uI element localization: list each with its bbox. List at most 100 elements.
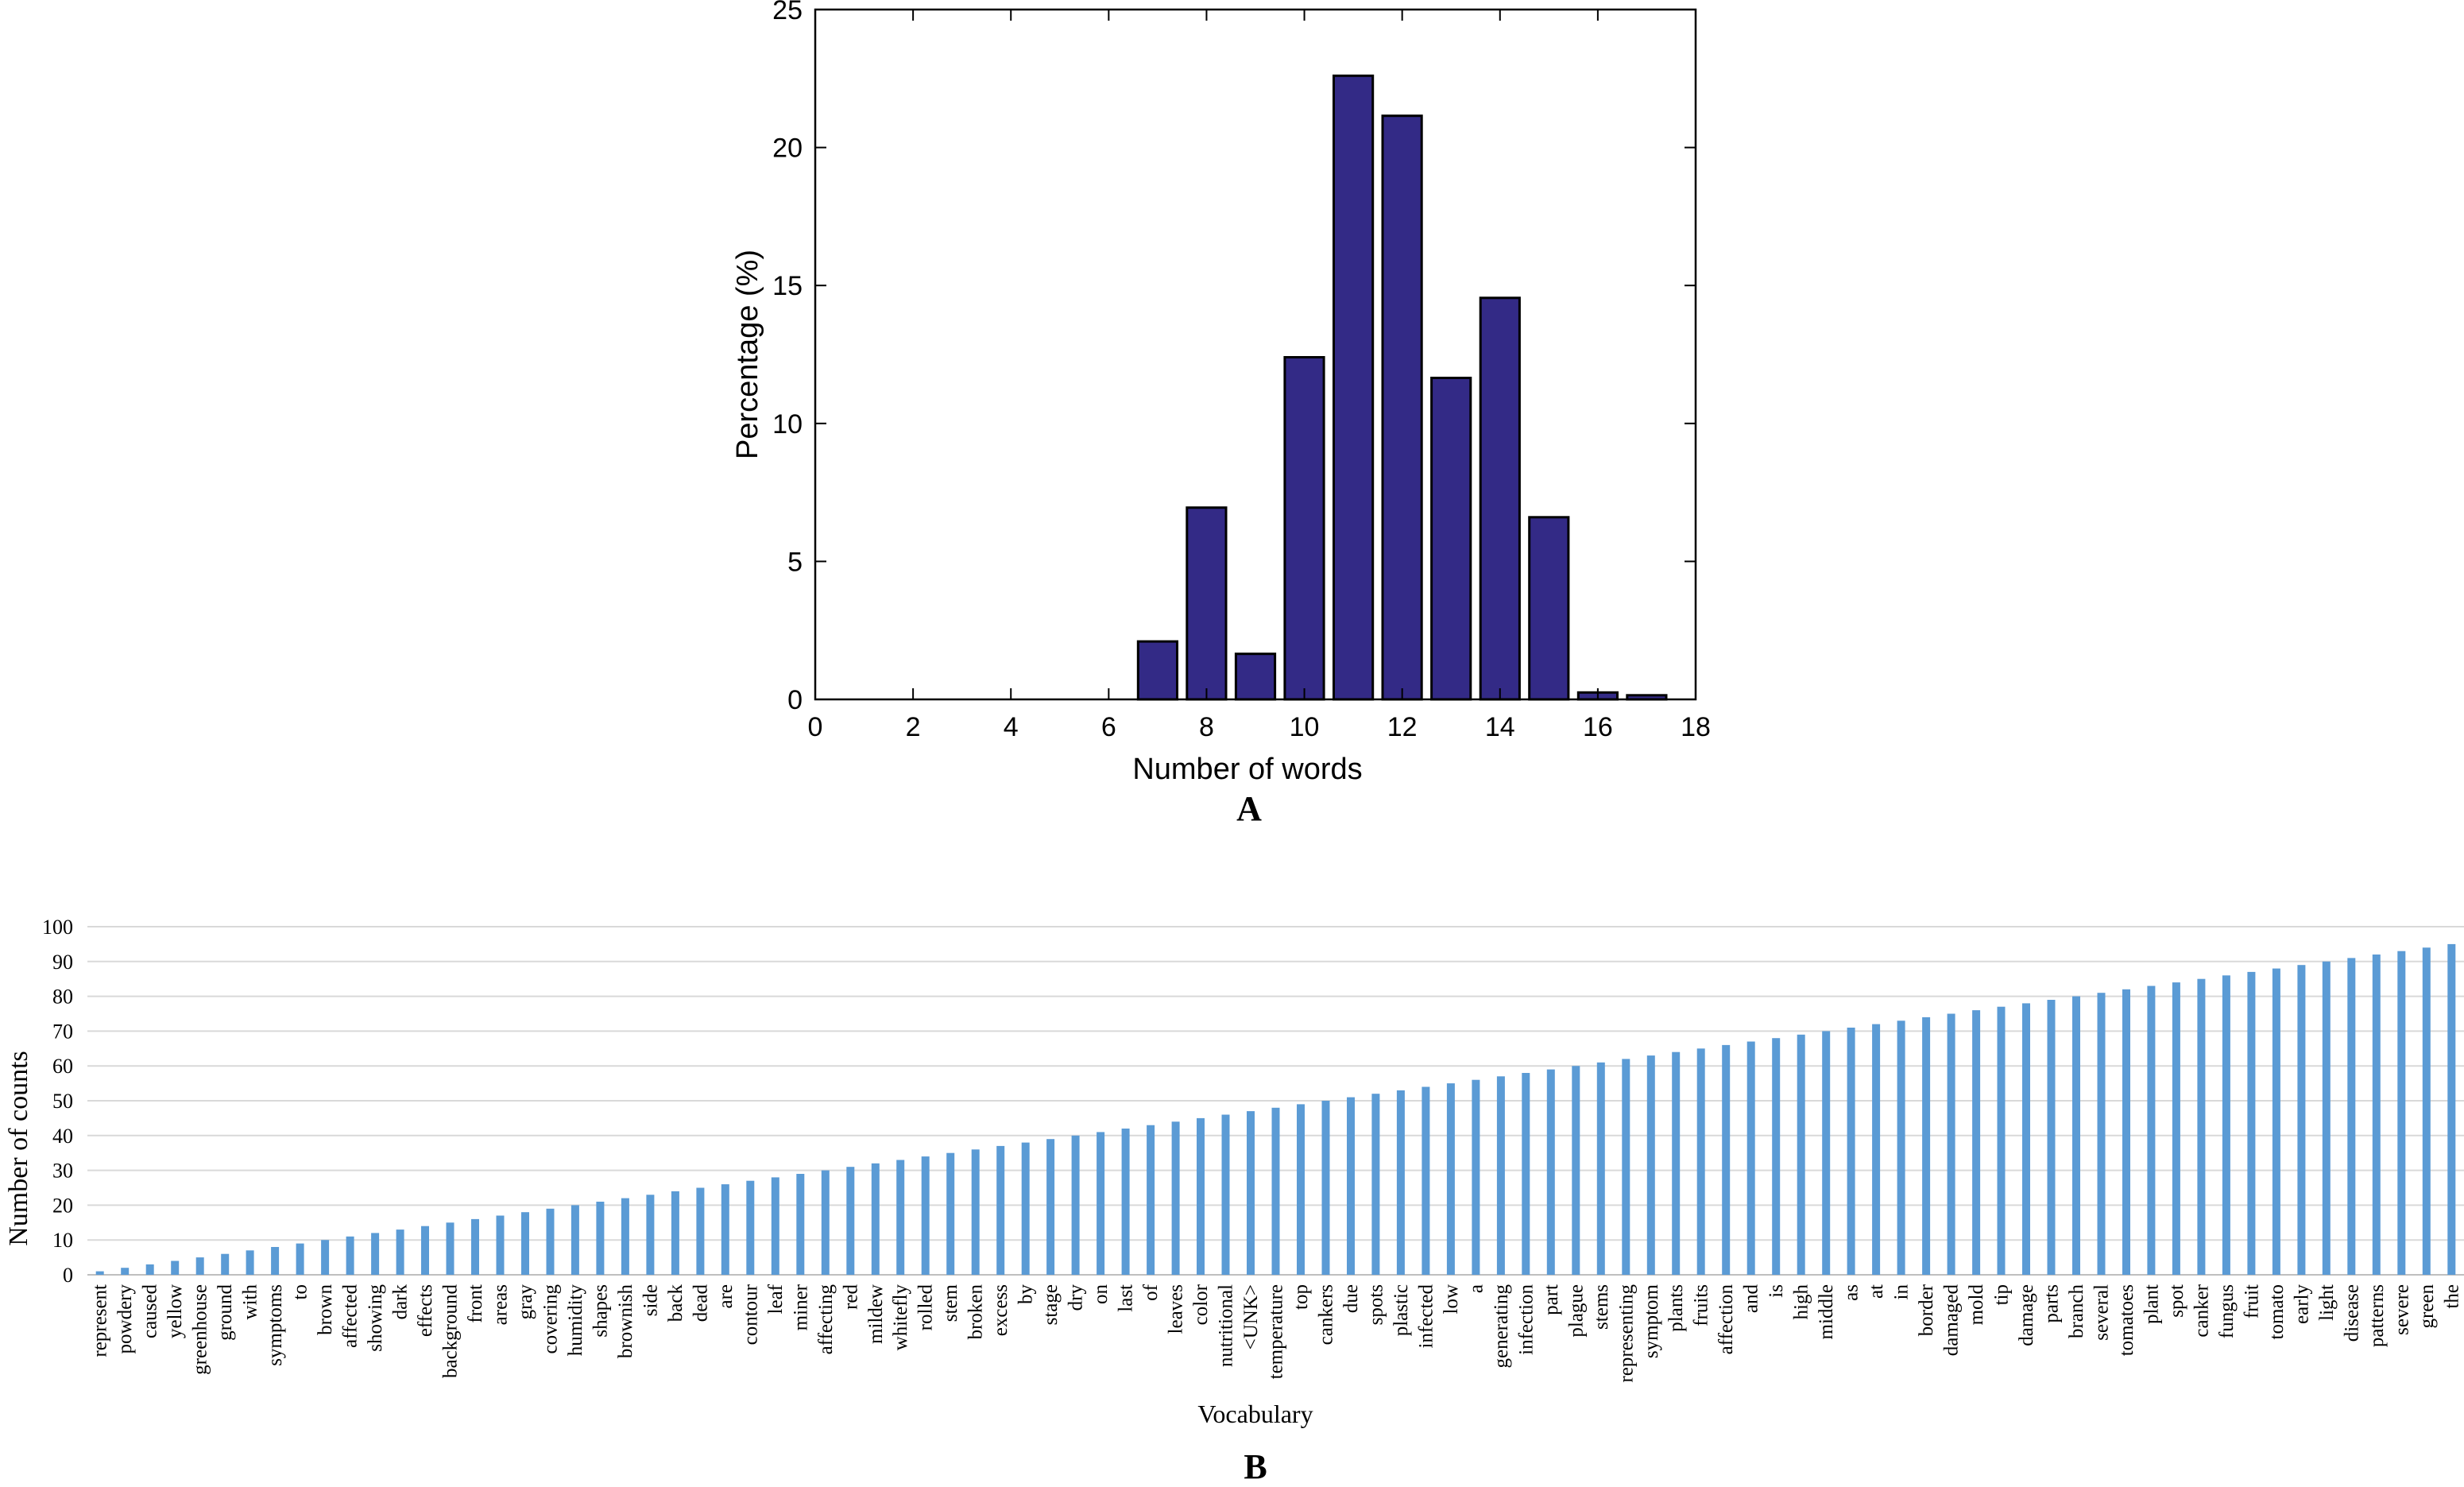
chart-b-ytick-label: 30: [52, 1160, 73, 1183]
chart-b-bar-10: [346, 1236, 354, 1275]
chart-a-xtick-label: 10: [1290, 712, 1320, 742]
chart-b-bar-25: [721, 1184, 729, 1275]
chart-b-category-label: fruits: [1691, 1284, 1712, 1326]
chart-b-category-label: gray: [515, 1284, 536, 1320]
chart-b-category-label: disease: [2341, 1284, 2362, 1342]
chart-a-xtick-label: 16: [1583, 712, 1613, 742]
chart-b-category-label: powdery: [114, 1284, 136, 1354]
chart-b-category-label: due: [1340, 1284, 1362, 1313]
chart-a-axes-box: [814, 8, 1697, 701]
chart-b-category-label: temperature: [1266, 1284, 1287, 1379]
chart-b-category-label: high: [1791, 1284, 1812, 1320]
chart-b-category-label: and: [1741, 1284, 1762, 1314]
chart-b-ytick-label: 0: [63, 1264, 73, 1287]
chart-b-category-label: spot: [2166, 1284, 2187, 1318]
chart-b-bar-87: [2272, 968, 2280, 1275]
chart-b-category-label: ground: [215, 1284, 236, 1341]
chart-b-category-label: dry: [1066, 1284, 1087, 1311]
chart-a-ytick-label: 0: [787, 685, 803, 715]
chart-b-bar-9: [321, 1240, 330, 1275]
chart-b-category-label: plague: [1565, 1284, 1587, 1338]
chart-a-ytick-label: 10: [772, 409, 803, 440]
chart-a-bar-14: [1479, 296, 1521, 701]
chart-b-bar-59: [1572, 1066, 1580, 1275]
chart-b-bar-39: [1071, 1135, 1080, 1275]
chart-b-bar-36: [996, 1145, 1005, 1275]
chart-b-bar-43: [1171, 1121, 1180, 1275]
chart-b-ytick-label: 40: [52, 1125, 73, 1148]
chart-b-bar-91: [2372, 955, 2381, 1275]
chart-b-bar-24: [696, 1187, 705, 1275]
chart-b-category-label: tomato: [2266, 1284, 2288, 1339]
chart-b-category-label: in: [1891, 1284, 1913, 1300]
chart-b-category-label: color: [1190, 1284, 1212, 1325]
chart-b-category-label: patterns: [2366, 1284, 2388, 1347]
chart-b-bar-86: [2247, 971, 2256, 1275]
chart-a-bar-9: [1234, 652, 1277, 701]
chart-b-panel-label: B: [1244, 1447, 1267, 1486]
chart-b-category-label: generating: [1491, 1284, 1512, 1369]
chart-b-category-label: showing: [365, 1284, 386, 1352]
chart-b-ytick-label: 20: [52, 1194, 73, 1217]
chart-b-bar-89: [2322, 961, 2331, 1275]
chart-a-bar-13: [1430, 377, 1472, 701]
chart-b-category-label: with: [240, 1284, 261, 1320]
chart-b-category-label: parts: [2041, 1284, 2063, 1323]
chart-b-category-label: fungus: [2216, 1284, 2238, 1338]
chart-b-category-label: part: [1541, 1284, 1562, 1315]
chart-a-bar-12: [1381, 114, 1423, 701]
chart-b-bar-58: [1546, 1069, 1555, 1275]
chart-b-bar-55: [1472, 1079, 1480, 1275]
chart-a-xtick-label: 12: [1387, 712, 1418, 742]
chart-b-bar-54: [1446, 1083, 1455, 1275]
chart-b-bar-83: [2172, 982, 2180, 1275]
chart-b-bar-27: [771, 1177, 779, 1275]
chart-b-category-label: effects: [415, 1284, 436, 1337]
chart-b-bar-11: [371, 1233, 380, 1275]
chart-a-xtick-label: 8: [1199, 712, 1214, 742]
chart-b-bar-32: [896, 1160, 905, 1275]
chart-b-ytick-label: 10: [52, 1229, 73, 1252]
chart-b-category-label: damage: [2016, 1284, 2037, 1346]
chart-b-bar-60: [1596, 1062, 1605, 1275]
chart-b-bar-23: [671, 1191, 679, 1275]
chart-a-bar-8: [1186, 506, 1228, 701]
chart-b-bar-14: [446, 1222, 455, 1275]
chart-b-bar-7: [271, 1247, 280, 1275]
chart-b-bar-80: [2097, 993, 2106, 1275]
chart-b-bar-46: [1247, 1111, 1255, 1275]
chart-b-category-label: branch: [2066, 1284, 2087, 1339]
chart-b-bar-76: [1997, 1006, 2006, 1275]
chart-b-category-label: damaged: [1941, 1284, 1963, 1357]
chart-b-category-label: covering: [540, 1284, 562, 1354]
chart-b-category-label: at: [1866, 1284, 1887, 1299]
chart-b-bar-44: [1197, 1117, 1205, 1275]
chart-b-category-label: green: [2416, 1284, 2438, 1329]
chart-b-category-label: areas: [490, 1284, 512, 1325]
chart-b-bar-71: [1872, 1024, 1881, 1275]
chart-b-category-label: background: [440, 1284, 462, 1379]
chart-b-category-label: top: [1290, 1284, 1312, 1310]
chart-b-bar-74: [1947, 1013, 1955, 1275]
chart-b-bar-47: [1271, 1107, 1280, 1275]
chart-b-category-label: by: [1015, 1284, 1037, 1305]
chart-a-xtick-label: 4: [1004, 712, 1019, 742]
chart-b-bar-81: [2122, 989, 2130, 1275]
chart-a-ytick-label: 5: [787, 547, 803, 577]
chart-b-bar-4: [195, 1257, 204, 1275]
chart-b-bar-48: [1297, 1104, 1305, 1275]
chart-a-xtick-label: 0: [808, 712, 823, 742]
chart-b-bar-0: [95, 1271, 104, 1275]
chart-b-category-label: brown: [315, 1284, 336, 1335]
chart-b-category-label: affection: [1716, 1284, 1737, 1355]
chart-b-bar-68: [1797, 1034, 1805, 1275]
chart-b-bar-18: [546, 1208, 555, 1275]
chart-b-bar-20: [596, 1202, 605, 1275]
chart-b-bar-93: [2422, 947, 2431, 1275]
chart-b-bar-42: [1147, 1125, 1155, 1275]
chart-b-bar-38: [1046, 1139, 1055, 1275]
chart-b-bar-45: [1221, 1114, 1230, 1275]
chart-b-category-label: plants: [1665, 1284, 1687, 1332]
chart-b-category-label: severe: [2391, 1284, 2412, 1335]
chart-b-category-label: front: [465, 1284, 486, 1323]
